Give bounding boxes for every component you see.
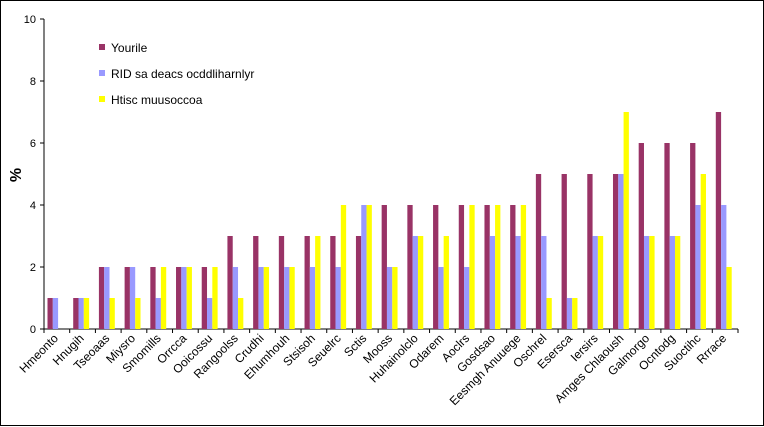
bar xyxy=(386,267,393,329)
legend-label: RID sa deacs ocddliharnlyr xyxy=(111,67,254,81)
bar xyxy=(340,205,347,329)
bar xyxy=(535,174,542,329)
bar xyxy=(258,267,264,329)
bar xyxy=(392,267,398,329)
bar xyxy=(566,298,573,329)
bar xyxy=(335,267,341,329)
bar xyxy=(227,236,233,329)
bar xyxy=(618,174,624,329)
bar xyxy=(381,205,387,329)
bar xyxy=(649,236,655,329)
bar xyxy=(253,236,259,329)
bar xyxy=(355,236,362,329)
bar xyxy=(181,267,187,329)
bar xyxy=(721,205,727,329)
bar xyxy=(484,205,490,329)
bar xyxy=(623,112,629,329)
bar xyxy=(438,267,444,329)
bar xyxy=(361,205,367,329)
bar xyxy=(47,298,53,329)
category-label: Rrrace xyxy=(694,331,730,367)
bar xyxy=(674,236,681,329)
y-tick-label: 10 xyxy=(24,14,36,26)
bar xyxy=(135,298,141,329)
bar xyxy=(160,267,167,329)
bar xyxy=(515,236,521,329)
bar xyxy=(78,298,84,329)
bar xyxy=(330,236,336,329)
y-tick-label: 2 xyxy=(30,262,36,274)
legend-label: Yourile xyxy=(111,41,148,55)
bar xyxy=(458,205,465,329)
bar xyxy=(150,267,156,329)
bar xyxy=(695,205,701,329)
legend: Yourile RID sa deacs ocddliharnlyr Htisc m… xyxy=(99,41,254,107)
bar xyxy=(98,267,105,329)
bar xyxy=(417,236,424,329)
bar xyxy=(232,267,239,329)
bar xyxy=(489,236,496,329)
bar xyxy=(520,205,527,329)
bar xyxy=(263,267,270,329)
bar xyxy=(597,236,604,329)
y-axis-label: % xyxy=(8,168,25,182)
bar xyxy=(304,236,310,329)
bar xyxy=(104,267,110,329)
bar xyxy=(109,298,115,329)
bar xyxy=(510,205,516,329)
bar xyxy=(587,174,593,329)
bar xyxy=(469,205,475,329)
bar xyxy=(572,298,578,329)
bar xyxy=(52,298,59,329)
bar xyxy=(366,205,372,329)
bar xyxy=(433,205,439,329)
y-tick-label: 4 xyxy=(30,200,36,212)
bar xyxy=(546,298,552,329)
bar xyxy=(155,298,161,329)
bar xyxy=(443,236,449,329)
bar xyxy=(715,112,722,329)
bar xyxy=(201,267,208,329)
bar xyxy=(309,267,316,329)
bar xyxy=(669,236,675,329)
bar xyxy=(638,143,644,329)
bar xyxy=(690,143,696,329)
bar xyxy=(278,236,285,329)
legend-label: Htisc muusoccoa xyxy=(111,93,203,107)
bar xyxy=(238,298,244,329)
y-tick-label: 6 xyxy=(30,138,36,150)
bar xyxy=(612,174,619,329)
bar xyxy=(592,236,598,329)
bar xyxy=(176,267,182,329)
bar xyxy=(664,143,670,329)
bar xyxy=(541,236,547,329)
legend-swatch xyxy=(99,96,105,102)
bar xyxy=(495,205,501,329)
bar xyxy=(464,267,470,329)
y-tick-label: 8 xyxy=(30,76,36,88)
bar xyxy=(186,267,192,329)
bar xyxy=(412,236,418,329)
bar xyxy=(212,267,218,329)
bar xyxy=(129,267,136,329)
bar xyxy=(407,205,413,329)
bar xyxy=(643,236,650,329)
chart-bars xyxy=(47,112,732,329)
legend-swatch xyxy=(99,70,105,76)
bar xyxy=(124,267,130,329)
bar xyxy=(284,267,290,329)
bar xyxy=(561,174,567,329)
bar xyxy=(73,298,79,329)
y-tick-label: 0 xyxy=(30,324,36,336)
bar xyxy=(726,267,732,329)
bar xyxy=(700,174,706,329)
legend-swatch xyxy=(99,44,105,50)
category-labels: HmeontoHnugihTseoaasMiysroSmomillsOrrcca… xyxy=(17,331,730,408)
bar xyxy=(315,236,321,329)
bar xyxy=(83,298,90,329)
bar xyxy=(207,298,213,329)
bar xyxy=(289,267,295,329)
